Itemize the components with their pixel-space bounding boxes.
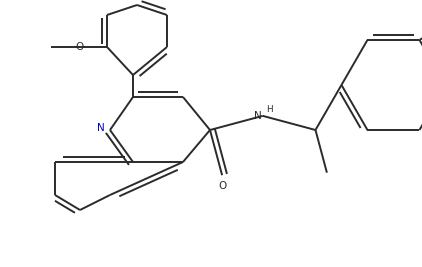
Text: O: O bbox=[218, 181, 226, 191]
Text: H: H bbox=[266, 105, 272, 114]
Text: O: O bbox=[75, 42, 83, 52]
Text: N: N bbox=[254, 111, 262, 121]
Text: N: N bbox=[97, 123, 105, 133]
